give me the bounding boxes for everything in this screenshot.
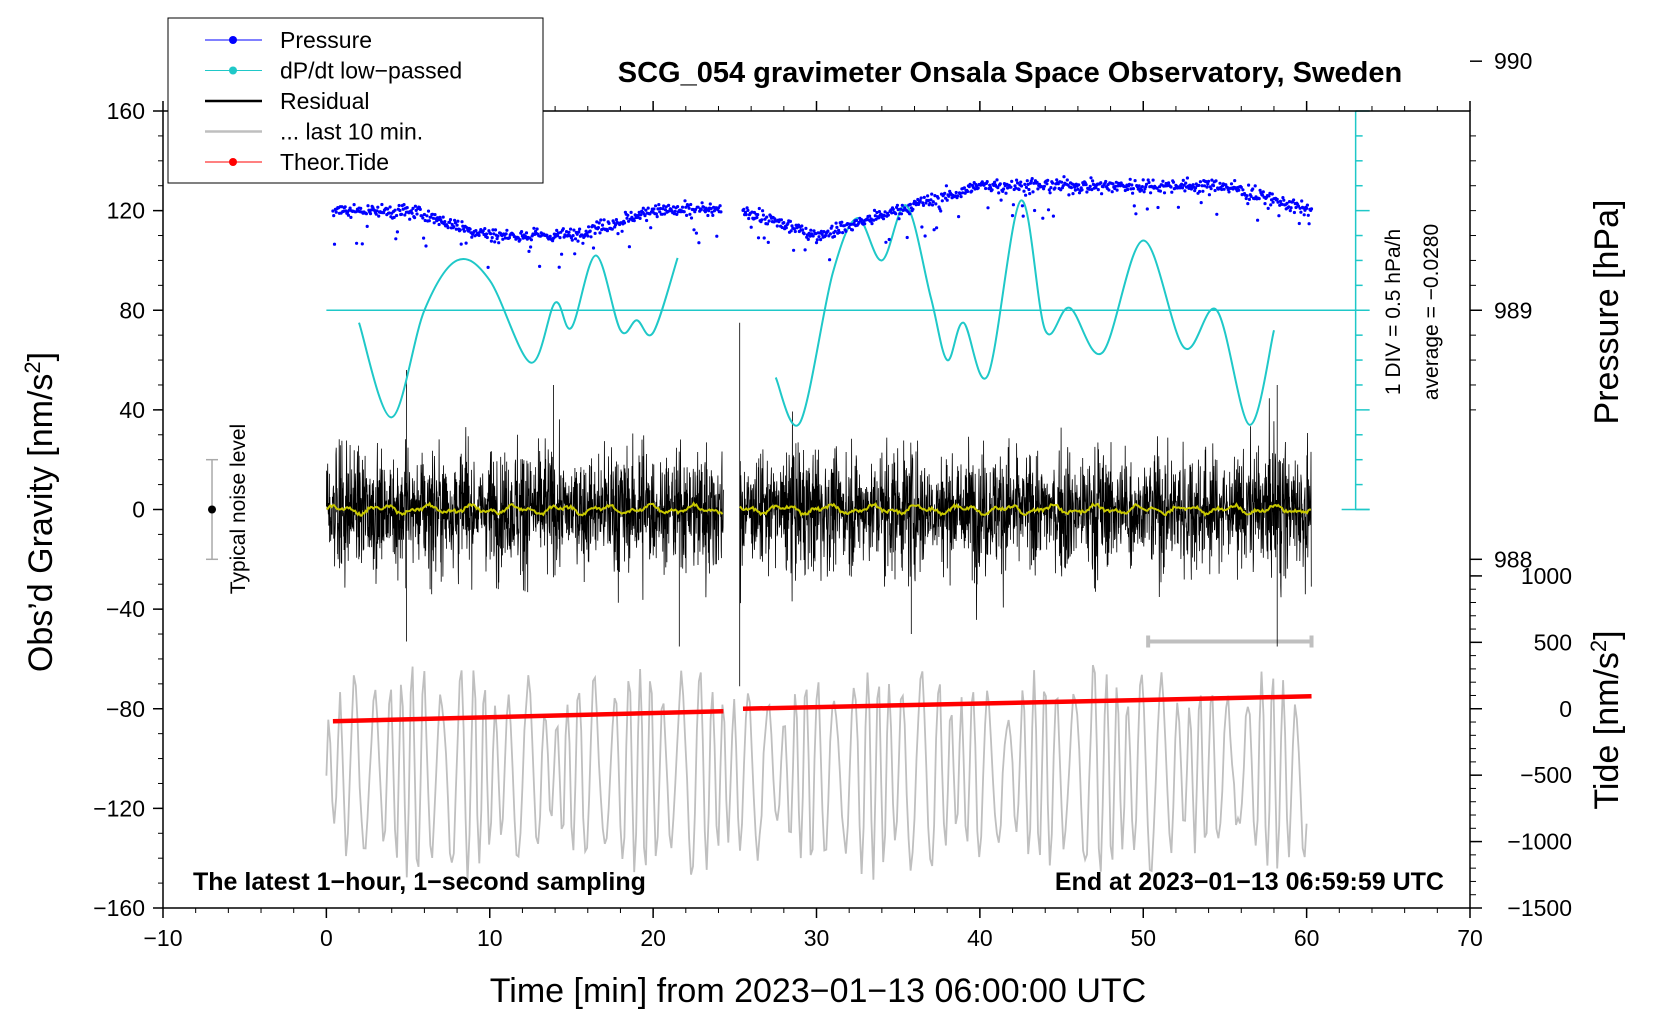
pressure-tick-label: 990 (1494, 48, 1532, 74)
annotations (206, 458, 219, 561)
theoretical-tide-series (332, 694, 1312, 724)
residual-smoothed-1 (325, 501, 724, 517)
y-tick-label: 80 (119, 297, 145, 323)
legend-label: Theor.Tide (280, 149, 389, 175)
tide-tick-label: 1000 (1521, 563, 1572, 589)
y-tick-label: −120 (93, 795, 145, 821)
legend-marker (229, 36, 237, 44)
y-tick-label: 160 (107, 98, 145, 124)
y-axis-label-tide: Tide [nm/s2] (1586, 630, 1627, 809)
axes: −10 0 10 20 30 40 50 60 70 160 120 80 40 0 −40 −80 −120 −… (93, 48, 1572, 951)
tide-tick-label: 500 (1534, 629, 1572, 655)
pressure-tick-label: 988 (1494, 546, 1532, 572)
noise-bar-center (208, 505, 217, 514)
x-tick-label: 0 (320, 925, 333, 951)
noise-level-label: Typical noise level (227, 424, 250, 594)
x-tick-label: 50 (1130, 925, 1156, 951)
y-tick-label: 120 (107, 198, 145, 224)
dpdt-average-label: average = −0.0280 (1420, 224, 1443, 400)
y-axis-label-main-text: Obs’d Gravity [nm/s (22, 374, 60, 673)
dpdt-trace-1 (358, 254, 679, 419)
y-axis-label-main: Obs’d Gravity [nm/s2] (20, 352, 61, 672)
pressure-dots-1 (331, 199, 723, 269)
y-axis-label-main-end: ] (22, 352, 60, 361)
last-10-min-series (325, 635, 1314, 882)
y-axis-label-main-sup: 2 (20, 361, 45, 373)
tide-tick-label: −1500 (1507, 895, 1572, 921)
dpdt-scale-label: 1 DIV = 0.5 hPa/h (1382, 229, 1405, 395)
y-tick-label: −160 (93, 895, 145, 921)
legend-label: ... last 10 min. (280, 119, 423, 145)
legend-label: Residual (280, 88, 370, 114)
tide-tick-label: 0 (1559, 696, 1572, 722)
y-tick-label: −40 (106, 596, 145, 622)
tide-tick-label: −1000 (1507, 829, 1572, 855)
tide-segment-2 (742, 694, 1312, 711)
legend: Pressure dP/dt low−passed Residual ... last… (167, 17, 544, 184)
x-tick-label: 70 (1457, 925, 1483, 951)
legend-marker (229, 66, 237, 75)
chart-title: SCG_054 gravimeter Onsala Space Observat… (618, 57, 1402, 89)
pressure-series (331, 175, 1314, 269)
x-tick-label: −10 (143, 925, 182, 951)
pressure-dots-2 (741, 175, 1314, 262)
legend-marker (229, 158, 237, 166)
residual-smoothed-2 (739, 501, 1312, 517)
last-10-min-trace (325, 664, 1308, 882)
x-tick-label: 60 (1294, 925, 1320, 951)
residual-trace-1 (326, 370, 724, 647)
footer-left: The latest 1−hour, 1−second sampling (193, 868, 646, 896)
dpdt-trace-2 (774, 199, 1275, 427)
x-tick-label: 30 (804, 925, 830, 951)
y-tick-label: −80 (106, 696, 145, 722)
dpdt-lowpassed-series (326, 110, 1370, 511)
legend-label: Pressure (280, 27, 372, 53)
footer-right: End at 2023−01−13 06:59:59 UTC (1055, 868, 1444, 896)
residual-series (325, 322, 1312, 687)
x-tick-label: 20 (640, 925, 666, 951)
x-tick-label: 40 (967, 925, 993, 951)
tide-segment-1 (332, 708, 724, 724)
legend-label: dP/dt low−passed (280, 58, 462, 84)
tide-tick-label: −500 (1520, 762, 1572, 788)
y-tick-label: 40 (119, 397, 145, 423)
y-axis-label-pressure: Pressure [hPa] (1588, 200, 1626, 425)
y-tick-label: 0 (132, 497, 145, 523)
residual-trace-2 (739, 322, 1312, 687)
pressure-tick-label: 989 (1494, 297, 1532, 323)
x-tick-label: 10 (477, 925, 503, 951)
x-axis-label: Time [min] from 2023−01−13 06:00:00 UTC (490, 972, 1146, 1010)
y-axis-label-tide-end: ] (1588, 630, 1626, 639)
y-axis-label-tide-text: Tide [nm/s (1588, 652, 1626, 809)
y-axis-label-tide-sup: 2 (1586, 640, 1611, 652)
